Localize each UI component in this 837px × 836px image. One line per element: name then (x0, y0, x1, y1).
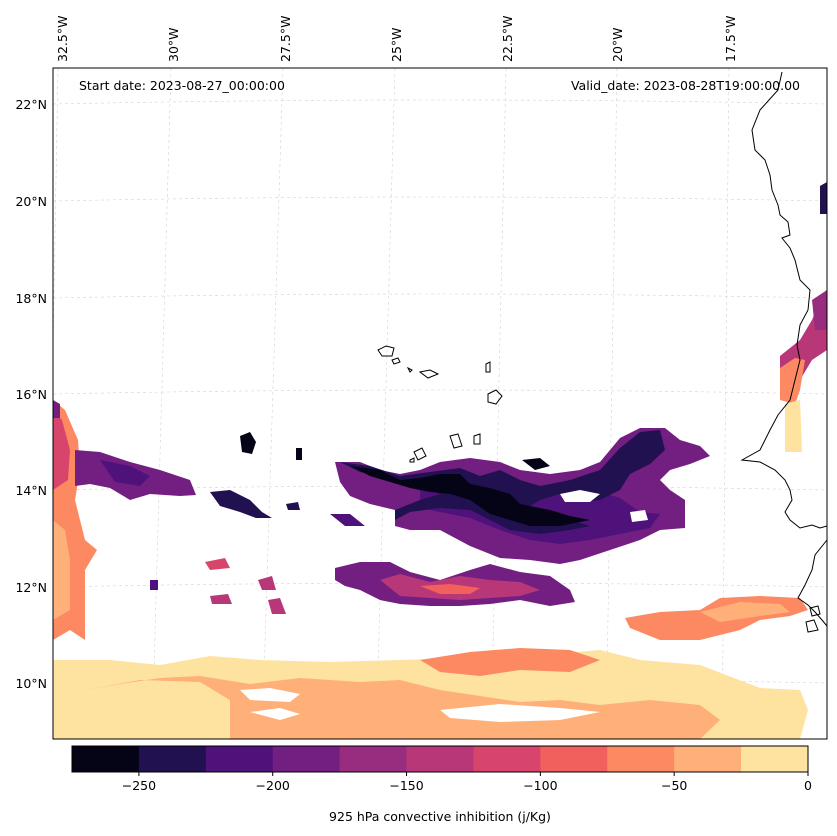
cape-verde-4 (485, 361, 491, 373)
colorbar-segment (473, 746, 541, 772)
latitude-labels: 22°N 20°N 18°N 16°N 14°N 12°N 10°N (15, 97, 47, 691)
contour-small-blob3 (522, 458, 550, 470)
colorbar-ticks: −250 −200 −150 −100 −50 0 (122, 772, 812, 793)
contour-west-edge-purple (53, 400, 60, 418)
lon-label: 20°W (610, 27, 625, 62)
small-island-a (413, 447, 427, 461)
longitude-labels: 32.5°W 30°W 27.5°W 25°W 22.5°W 20°W 17.5… (55, 16, 738, 62)
colorbar-segment (540, 746, 608, 772)
contour-small-12n-e (150, 580, 158, 590)
contour-west-14n-b (210, 490, 272, 518)
contour-small-blob5 (330, 514, 365, 526)
start-date-annotation: Start date: 2023-08-27_00:00:00 (79, 78, 285, 93)
lat-label: 18°N (15, 291, 47, 306)
contour-south-band-white1 (440, 704, 600, 722)
contour-small-12n-b (258, 576, 276, 590)
africa-coast-south (797, 539, 827, 627)
small-island-b (409, 457, 415, 463)
contour-south-white3 (250, 708, 300, 720)
colorbar (72, 746, 809, 772)
lat-label: 20°N (15, 194, 47, 209)
colorbar-tick-label: −50 (661, 778, 687, 793)
canary-like-2 (473, 433, 481, 445)
contour-small-12n-a (205, 558, 230, 570)
lat-label: 10°N (15, 676, 47, 691)
lon-label: 30°W (166, 27, 181, 62)
colorbar-tick-label: −200 (256, 778, 290, 793)
cape-verde-2 (391, 357, 401, 365)
contour-small-12n-d (210, 594, 232, 604)
colorbar-segment (72, 746, 140, 772)
colorbar-tick-label: 0 (804, 778, 812, 793)
contour-south-band-deep (420, 648, 600, 676)
valid-date-annotation: Valid_date: 2023-08-28T19:00:00.00 (571, 78, 800, 93)
small-island-c (406, 366, 413, 373)
lon-label: 17.5°W (723, 16, 738, 62)
africa-coast (740, 71, 827, 529)
cape-verde-3 (418, 369, 440, 379)
colorbar-label: 925 hPa convective inhibition (j/Kg) (329, 809, 551, 824)
contour-east-coast-light (780, 358, 805, 404)
contour-left-small (53, 660, 70, 690)
colorbar-tick-label: −250 (122, 778, 156, 793)
coast-islets (805, 605, 821, 633)
colorbar-segment (406, 746, 474, 772)
cape-verde-5 (487, 389, 503, 405)
colorbar-frame (71, 745, 809, 773)
canary-like-1 (449, 433, 463, 449)
colorbar-segment (741, 746, 809, 772)
lon-label: 27.5°W (278, 16, 293, 62)
contour-small-12n-c (268, 598, 286, 614)
colorbar-tick-label: −100 (523, 778, 557, 793)
contour-east-top (820, 182, 827, 214)
contour-central-14n-c (340, 430, 665, 534)
colorbar-segment (674, 746, 742, 772)
contour-east-11n-light (700, 602, 790, 622)
map-area (53, 68, 827, 739)
cin-filled-contours (53, 182, 827, 739)
map-frame (52, 67, 828, 740)
colorbar-segment (607, 746, 675, 772)
contour-central-white (560, 490, 600, 502)
colorbar-segment (138, 746, 207, 772)
lat-label: 22°N (15, 97, 47, 112)
coastlines (377, 71, 827, 633)
contour-west-14n-dark (100, 460, 150, 486)
contour-south-band-white2 (240, 688, 300, 702)
colorbar-tick-label: −150 (389, 778, 423, 793)
cape-verde-1 (377, 345, 395, 357)
contour-small-blob1 (240, 432, 256, 454)
lat-label: 16°N (15, 387, 47, 402)
contour-small-blob2 (296, 448, 302, 460)
contour-small-blob4 (286, 502, 300, 510)
lon-label: 22.5°W (500, 16, 515, 62)
colorbar-segment (272, 746, 341, 772)
contour-west-edge-dark (53, 410, 70, 490)
lat-label: 14°N (15, 483, 47, 498)
colorbar-segment (205, 746, 274, 772)
contour-west-edge-light (53, 520, 70, 620)
lon-label: 32.5°W (55, 16, 70, 62)
lon-label: 25°W (389, 27, 404, 62)
contour-central-12n-c (420, 584, 480, 594)
lat-label: 12°N (15, 580, 47, 595)
colorbar-segment (339, 746, 408, 772)
contour-east-mid (812, 290, 827, 330)
contour-central-white2 (630, 510, 648, 522)
contour-central-14n-d (350, 466, 590, 526)
contour-east-coast-yellow (785, 400, 802, 452)
